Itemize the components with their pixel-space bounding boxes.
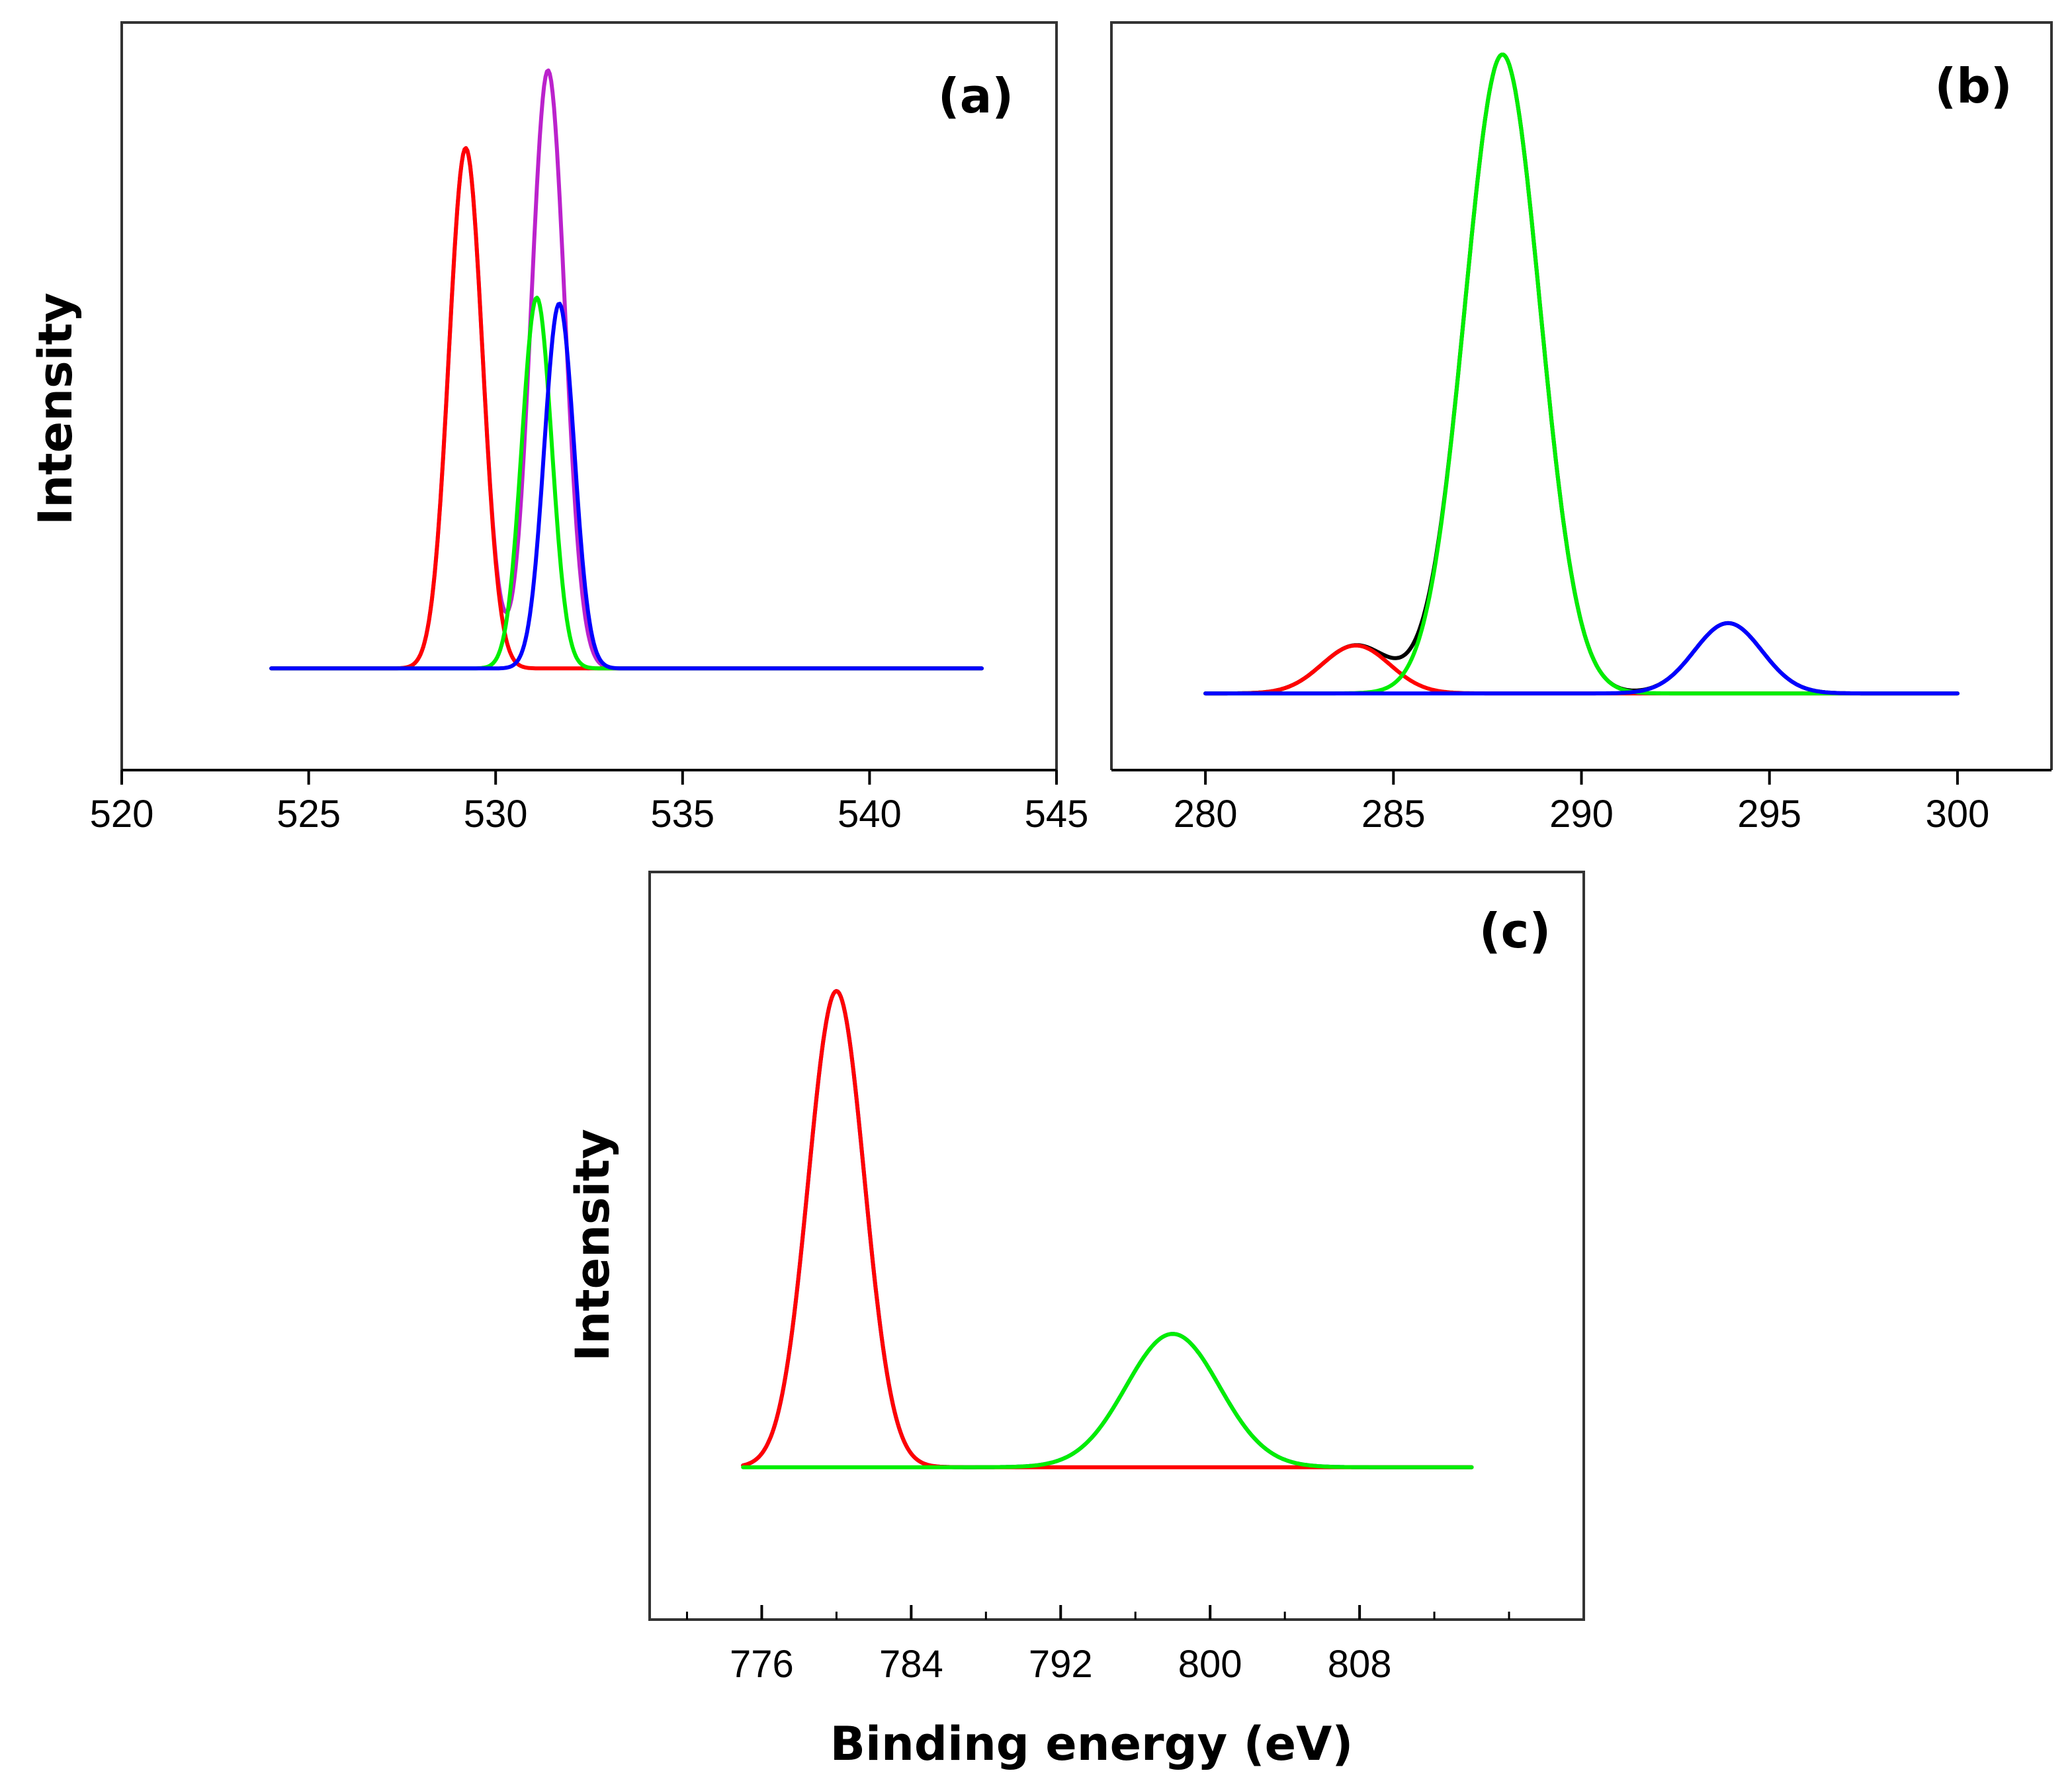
- panel-b-x-tick-label: 285: [1361, 793, 1426, 836]
- panel-c-x-ticks: 776 784 792 800 808: [685, 1605, 1510, 1686]
- panel-c-series-component-1: [741, 988, 1474, 1469]
- panel-a-x-tick-label: 530: [464, 793, 528, 836]
- panel-b-x-tick-label: 300: [1926, 793, 1990, 836]
- panel-a-x-tick-label: 540: [838, 793, 902, 836]
- panel-c-series-component-2: [741, 1332, 1474, 1469]
- panel-a-x-tick-label: 535: [650, 793, 714, 836]
- panel-a-series-component-3: [269, 302, 984, 671]
- panel-b-x-tick-label: 295: [1737, 793, 1801, 836]
- panel-b-series-envelope: [1203, 52, 1960, 696]
- panel-a: 520 525 530 535 540 545 (a) Intensity: [28, 21, 1089, 836]
- panel-c-x-axis-title: Binding energy (eV): [830, 1717, 1354, 1771]
- panel-c-x-tick-label: 808: [1328, 1643, 1392, 1686]
- panel-b-series-component-1: [1203, 643, 1960, 696]
- panel-a-x-tick-label: 520: [90, 793, 154, 836]
- panel-b-label: (b): [1934, 58, 2012, 114]
- panel-b-series-component-2: [1203, 52, 1960, 696]
- panel-b-x-tick-label: 290: [1549, 793, 1614, 836]
- panel-c-x-tick-label: 800: [1178, 1643, 1242, 1686]
- panel-b-x-ticks: 280 285 290 295 300: [1174, 770, 1990, 836]
- panel-a-curves: [269, 68, 984, 671]
- panel-b-x-tick-label: 280: [1174, 793, 1238, 836]
- panel-c-label: (c): [1479, 903, 1551, 959]
- panel-c: 776 784 792 800 808 (c) Intensity Binding en…: [566, 871, 1585, 1771]
- panel-c-x-tick-label: 776: [730, 1643, 794, 1686]
- panel-b-frame: [1110, 21, 2053, 770]
- panel-c-curves: [741, 988, 1474, 1469]
- panel-a-frame: [120, 21, 1058, 770]
- panel-a-series-envelope: [269, 68, 984, 671]
- panel-a-x-ticks: 520 525 530 535 540 545: [90, 770, 1089, 836]
- panel-c-x-tick-label: 792: [1029, 1643, 1093, 1686]
- panel-c-x-tick-label: 784: [879, 1643, 943, 1686]
- panel-c-y-axis-title: Intensity: [566, 1129, 620, 1361]
- panel-a-label: (a): [938, 68, 1014, 124]
- panel-a-x-tick-label: 525: [277, 793, 341, 836]
- panel-b-curves: [1203, 52, 1960, 696]
- panel-b-series-component-3: [1203, 621, 1960, 696]
- panel-a-y-axis-title: Intensity: [28, 292, 83, 525]
- panel-a-series-component-1: [269, 146, 984, 671]
- panel-a-series-component-2: [269, 295, 984, 671]
- panel-c-frame: [648, 871, 1585, 1621]
- panel-b: 280 285 290 295 300 (b): [1110, 21, 2053, 836]
- panel-a-x-tick-label: 545: [1025, 793, 1089, 836]
